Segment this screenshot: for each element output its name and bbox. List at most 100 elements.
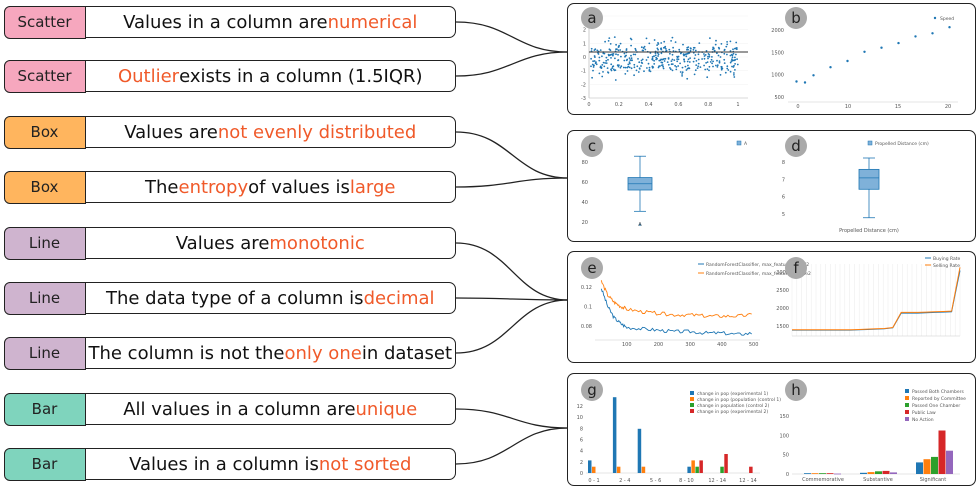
y-tick-label: 0 [786, 472, 789, 478]
scatter-point [630, 59, 632, 62]
scatter-point [730, 53, 733, 56]
scatter-point [670, 40, 672, 42]
scatter-point [733, 72, 735, 74]
scatter-point [732, 66, 735, 68]
scatter-point [863, 50, 866, 53]
scatter-point [720, 43, 723, 45]
scatter-point [729, 61, 732, 64]
y-tick-label: 0 [580, 471, 583, 477]
scatter-point [731, 58, 733, 61]
scatter-point [734, 58, 737, 61]
x-tick-label: Commemorative [802, 477, 844, 483]
scatter-point [617, 53, 619, 56]
x-axis-label: Propelled Distance (cm) [839, 228, 899, 234]
scatter-point [610, 69, 613, 72]
scatter-point [679, 52, 682, 55]
scatter-point [829, 66, 832, 69]
y-tick-label: 500 [774, 95, 784, 101]
legend-label: Public Law [912, 410, 936, 416]
bar [724, 454, 728, 473]
scatter-point [692, 46, 695, 49]
scatter-point [606, 67, 609, 69]
connector-line [455, 177, 569, 188]
scatter-point [603, 65, 606, 68]
scatter-point [640, 59, 643, 62]
scatter-point [641, 58, 644, 61]
y-tick-label: 60 [582, 180, 588, 186]
x-tick-label: 0.4 [645, 102, 653, 108]
scatter-point [651, 67, 654, 69]
legend-marker [905, 417, 909, 421]
scatter-point [626, 70, 629, 72]
rule-text: The entropy of values is large [86, 172, 456, 202]
scatter-point [601, 64, 604, 66]
scatter-point [712, 65, 714, 68]
y-tick-label: 1500 [776, 324, 789, 330]
scatter-point [657, 42, 659, 44]
scatter-point [697, 62, 700, 65]
scatter-point [607, 71, 609, 73]
scatter-point [706, 76, 709, 79]
scatter-point [688, 52, 691, 54]
scatter-point [732, 59, 735, 62]
scatter-point [619, 66, 622, 69]
scatter-point [594, 56, 596, 58]
rule-row: Scatter Values in a column are numerical [3, 5, 456, 39]
chart-tag: Bar [3, 392, 86, 426]
scatter-point [726, 65, 729, 68]
legend-marker [736, 140, 742, 146]
rule-text-highlight: large [349, 176, 396, 198]
scatter-point [715, 39, 717, 42]
legend-label: Propelled Distance (cm) [875, 141, 929, 147]
scatter-point [736, 63, 739, 66]
scatter-point [666, 61, 669, 63]
rule-text-plain: The column is not the [88, 342, 285, 364]
scatter-point [716, 59, 718, 62]
panel-badge [581, 257, 603, 279]
scatter-point [705, 50, 708, 52]
legend-label: A [744, 141, 748, 147]
scatter-point [734, 56, 736, 59]
scatter-point [697, 58, 700, 61]
bar [946, 450, 953, 474]
scatter-point [651, 58, 654, 61]
scatter-point [664, 57, 667, 60]
x-tick-label: 0.6 [674, 102, 682, 108]
scatter-point [697, 53, 700, 56]
scatter-point [914, 35, 917, 38]
scatter-point [663, 46, 666, 49]
scatter-point [660, 48, 663, 51]
legend-marker [905, 403, 909, 407]
scatter-point [645, 59, 648, 61]
scatter-point [648, 70, 651, 72]
scatter-point [732, 52, 735, 55]
legend-label: RandomForestClassifier, max_features=sqr… [706, 262, 809, 268]
scatter-point [596, 49, 599, 52]
series-line [600, 288, 752, 336]
scatter-point [686, 48, 688, 51]
scatter-point [593, 49, 596, 51]
scatter-point [734, 63, 736, 65]
scatter-point [607, 53, 610, 56]
scatter-point [686, 46, 689, 49]
scatter-point [657, 66, 660, 69]
panel-line [567, 251, 976, 363]
scatter-point [633, 63, 636, 66]
scatter-point [647, 62, 650, 65]
rule-row: Line The column is not the only one in d… [3, 336, 456, 370]
scatter-point [707, 57, 709, 60]
scatter-point [672, 50, 675, 52]
scatter-point [683, 60, 686, 63]
series-line [792, 267, 961, 331]
connector-line [455, 21, 569, 53]
rule-text-plain: The [145, 176, 179, 198]
bar [691, 460, 695, 473]
scatter-point [686, 60, 689, 63]
scatter-point [686, 77, 689, 80]
scatter-point [605, 62, 608, 64]
scatter-point [598, 56, 601, 59]
scatter-point [707, 55, 709, 58]
y-tick-label: 10 [577, 415, 583, 421]
y-tick-label: 7 [782, 177, 785, 183]
